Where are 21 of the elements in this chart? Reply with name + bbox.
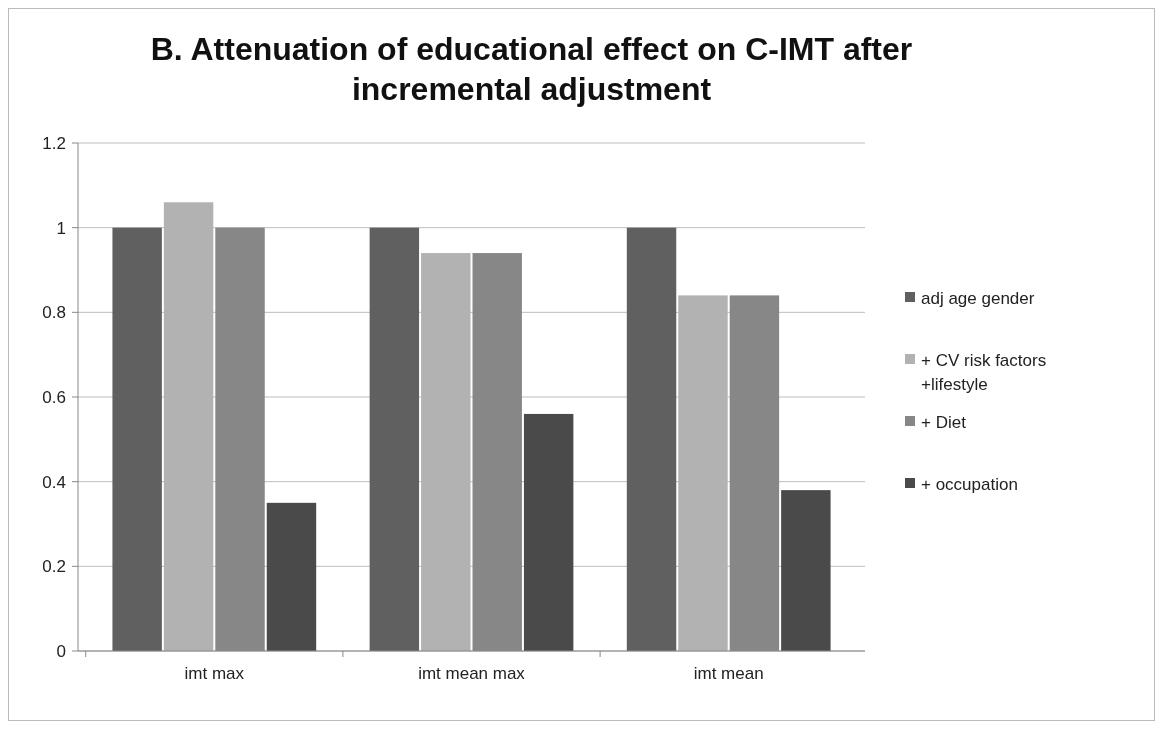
bar — [626, 227, 677, 651]
y-tick-label: 0.2 — [42, 557, 66, 577]
bar — [266, 502, 317, 651]
bar — [781, 490, 831, 651]
legend-label: + CV risk factors +lifestyle — [921, 350, 1047, 394]
chart-title: B. Attenuation of educational effect on C-IMT after incremental adjustment — [150, 31, 913, 107]
bar — [369, 227, 420, 651]
x-tick-label: imt max — [184, 664, 245, 683]
legend-label: adj age gender — [921, 288, 1035, 308]
bar — [112, 227, 162, 651]
y-tick-label: 0 — [56, 641, 66, 661]
y-tick-label: 0.4 — [42, 472, 66, 492]
y-tick-label: 1 — [56, 218, 66, 238]
legend-label: + Diet — [921, 412, 967, 432]
legend-label: + occupation — [921, 474, 1018, 494]
y-tick-label: 1.2 — [42, 133, 66, 153]
x-tick-label: imt mean max — [418, 664, 526, 683]
y-tick-label: 0.8 — [42, 303, 66, 323]
bar — [523, 413, 574, 651]
y-tick-label: 0.6 — [42, 387, 66, 407]
x-tick-label: imt mean — [693, 664, 764, 683]
